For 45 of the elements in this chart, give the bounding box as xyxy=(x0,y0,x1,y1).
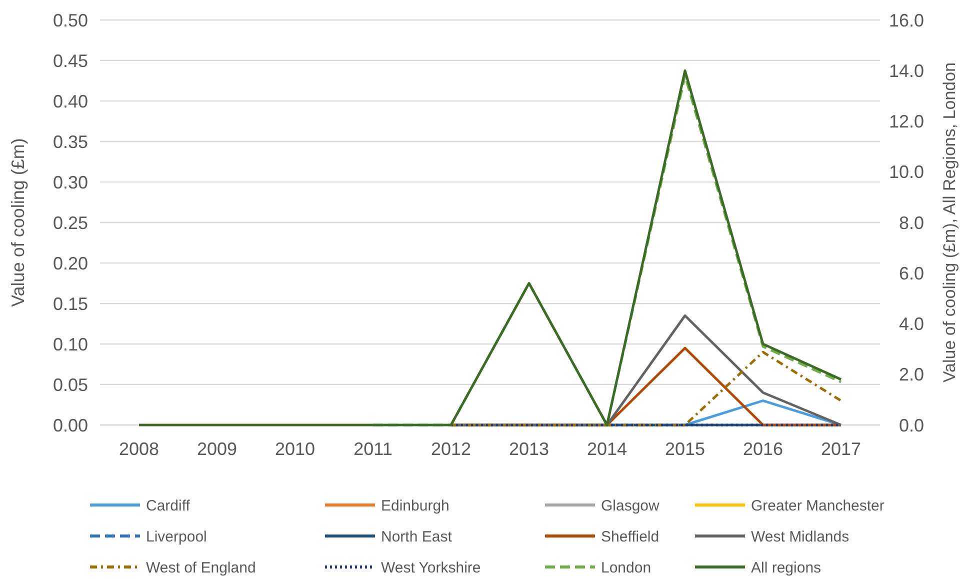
y2-tick-label: 2.0 xyxy=(898,364,924,385)
x-tick-label: 2011 xyxy=(354,439,392,459)
y2-axis-title: Value of cooling (£m), All Regions, London xyxy=(940,62,959,383)
x-tick-label: 2015 xyxy=(664,439,706,459)
y-tick-label: 0.15 xyxy=(52,294,88,314)
legend-label: Glasgow xyxy=(601,497,660,514)
y-axis-title: Value of cooling (£m) xyxy=(8,138,28,307)
y-tick-label: 0.35 xyxy=(52,132,88,152)
x-tick-label: 2017 xyxy=(820,439,862,459)
x-tick-label: 2016 xyxy=(742,439,784,459)
y-tick-label: 0.30 xyxy=(52,172,88,192)
legend-label: North East xyxy=(381,528,453,546)
x-tick-label: 2009 xyxy=(196,439,238,459)
y2-tick-label: 14.0 xyxy=(888,60,924,81)
y-tick-label: 0.05 xyxy=(52,374,88,395)
y-tick-label: 0.40 xyxy=(52,91,88,112)
legend-label: West of England xyxy=(146,559,256,576)
legend-label: Greater Manchester xyxy=(751,497,884,514)
y2-tick-label: 10.0 xyxy=(888,162,924,182)
y-tick-label: 0.10 xyxy=(52,334,88,354)
x-tick-label: 2013 xyxy=(508,439,550,459)
y-tick-label: 0.25 xyxy=(52,212,88,233)
y-tick-label: 0.50 xyxy=(52,10,88,30)
y2-tick-label: 8.0 xyxy=(898,212,924,233)
x-tick-label: 2010 xyxy=(274,439,316,459)
legend-label: Liverpool xyxy=(146,528,207,546)
legend-label: Edinburgh xyxy=(381,497,450,514)
y2-tick-label: 0.0 xyxy=(898,415,924,436)
x-tick-label: 2008 xyxy=(118,439,160,459)
line-series xyxy=(138,69,842,426)
y2-tick-label: 16.0 xyxy=(888,10,924,30)
x-tick-label: 2012 xyxy=(430,439,472,459)
legend-label: Cardiff xyxy=(146,497,191,514)
y-tick-label: 0.45 xyxy=(52,50,88,71)
legend-label: London xyxy=(601,559,652,576)
y-tick-label: 0.20 xyxy=(52,253,88,274)
legend-label: Sheffield xyxy=(601,528,660,546)
legend-label: West Midlands xyxy=(751,528,850,546)
x-tick-label: 2014 xyxy=(586,439,628,459)
y2-tick-label: 6.0 xyxy=(898,263,924,284)
y2-tick-label: 4.0 xyxy=(898,314,924,334)
legend-label: West Yorkshire xyxy=(381,559,481,576)
legend-label: All regions xyxy=(751,559,822,576)
y-tick-label: 0.00 xyxy=(52,415,88,436)
y2-tick-label: 12.0 xyxy=(888,112,924,132)
